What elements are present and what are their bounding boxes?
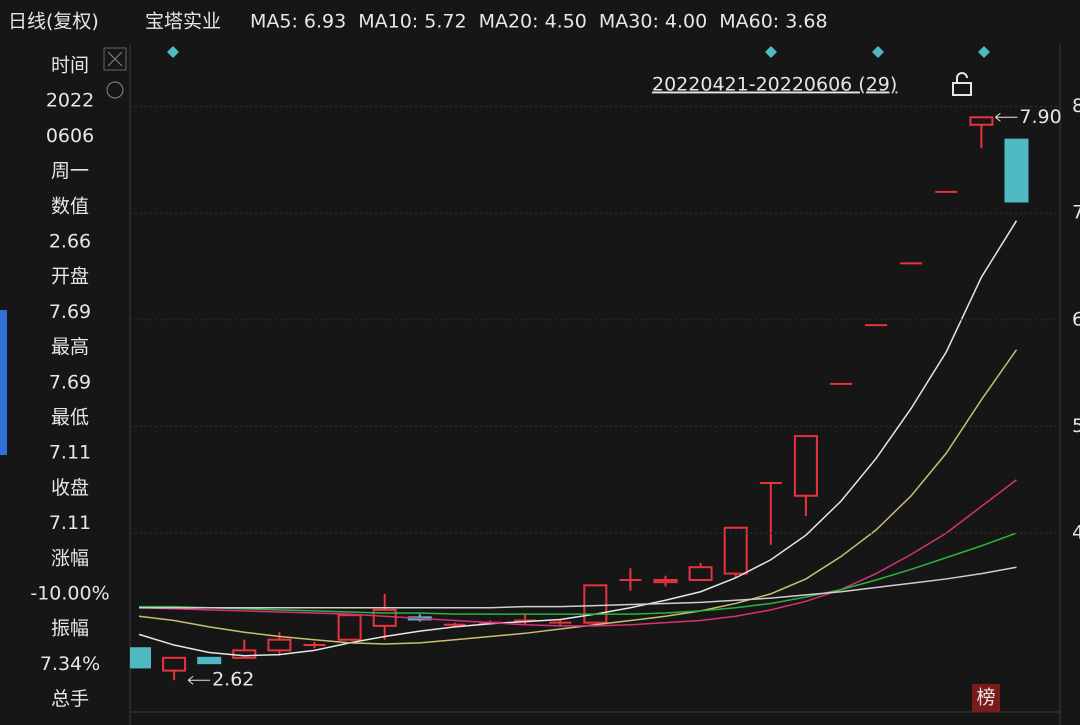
legend-item: MA20: 4.50	[479, 11, 587, 33]
y-tick-label: 4	[1072, 522, 1080, 544]
candle-body	[1004, 138, 1029, 203]
info-text: 7.69	[49, 301, 91, 323]
candle-body	[337, 614, 362, 641]
marker	[765, 46, 777, 58]
ma-line	[139, 532, 1017, 615]
markers	[167, 46, 990, 58]
candle-body	[232, 649, 257, 659]
plot	[130, 116, 1029, 681]
y-tick-label: 8	[1072, 95, 1080, 117]
legend-item: MA30: 4.00	[599, 11, 707, 33]
ma-line	[139, 566, 1017, 609]
info-text: 7.69	[49, 371, 91, 393]
legend-item: MA60: 3.68	[719, 11, 827, 33]
y-tick-label: 6	[1072, 308, 1080, 330]
lock-shackle	[956, 72, 968, 83]
candle-body	[688, 566, 713, 581]
ma-line	[138, 349, 1018, 645]
candle-body	[969, 116, 994, 126]
info-text: 0606	[46, 125, 94, 147]
stock-name: 宝塔实业	[145, 11, 221, 33]
candle-body	[653, 579, 678, 584]
candle-body	[267, 638, 292, 652]
info-text: 涨幅	[51, 547, 89, 569]
y-tick-label: 7	[1072, 202, 1080, 224]
close-icon	[107, 51, 123, 67]
info-text: 7.11	[49, 512, 91, 534]
period: 日线(复权)	[8, 11, 99, 33]
info-text: 周一	[51, 160, 89, 182]
lock-body	[952, 82, 972, 96]
info-text: 最高	[51, 336, 89, 358]
info-text: 数值	[51, 195, 89, 217]
annotation-arrow	[995, 112, 1018, 122]
badge-bg[interactable]	[972, 684, 1000, 712]
ma-line	[138, 220, 1018, 657]
info-text: 收盘	[51, 477, 89, 499]
side-bar	[0, 310, 7, 455]
info-text: 7.34%	[40, 653, 100, 675]
annotation-arrow	[187, 675, 211, 685]
candle-body	[372, 608, 397, 627]
info-text: 最低	[51, 407, 89, 429]
candle-body	[723, 526, 748, 575]
marker	[167, 46, 179, 58]
info-text: -10.00%	[30, 583, 109, 605]
candle-body	[130, 647, 151, 669]
legend-item: MA5: 6.93	[250, 11, 346, 33]
badge[interactable]: 榜	[976, 687, 995, 709]
info-text: 总手	[51, 688, 89, 710]
candle-body	[583, 584, 608, 624]
info-text: 2022	[46, 90, 94, 112]
info-text: 7.11	[49, 442, 91, 464]
candle-body	[197, 656, 222, 665]
annotation: 7.90	[1019, 106, 1061, 128]
info-text: 2.66	[49, 231, 91, 253]
annotation: 2.62	[212, 669, 254, 691]
lock-icon[interactable]	[952, 72, 972, 96]
range-label[interactable]: 20220421-20220606 (29)	[652, 74, 897, 96]
close-button[interactable]	[103, 47, 127, 71]
marker	[978, 46, 990, 58]
candle-body	[793, 435, 818, 497]
settings-icon[interactable]	[106, 81, 124, 99]
y-tick-label: 5	[1072, 415, 1080, 437]
candle-body	[162, 656, 187, 672]
info-text: 振幅	[51, 618, 89, 640]
info-text: 时间	[51, 55, 89, 77]
legend-item: MA10: 5.72	[358, 11, 466, 33]
marker	[872, 46, 884, 58]
info-text: 开盘	[51, 266, 89, 288]
ma-line	[138, 479, 1017, 627]
